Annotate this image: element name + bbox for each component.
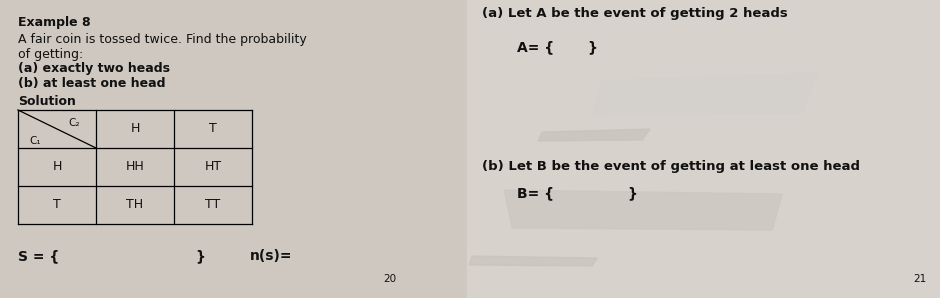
Text: H: H: [131, 122, 140, 136]
Text: (b) Let B be the event of getting at least one head: (b) Let B be the event of getting at lea…: [482, 160, 860, 173]
Text: TT: TT: [205, 198, 221, 212]
Polygon shape: [504, 190, 782, 230]
Text: H: H: [53, 161, 62, 173]
Text: A fair coin is tossed twice. Find the probability: A fair coin is tossed twice. Find the pr…: [18, 33, 306, 46]
Polygon shape: [539, 129, 650, 141]
Text: n(s)=: n(s)=: [250, 249, 292, 263]
Text: (a) Let A be the event of getting 2 heads: (a) Let A be the event of getting 2 head…: [482, 7, 788, 20]
Text: }: }: [588, 40, 597, 54]
Bar: [0, 0, 467, 298]
Text: }: }: [627, 186, 637, 200]
Text: (a) exactly two heads: (a) exactly two heads: [18, 62, 170, 75]
Text: T: T: [209, 122, 217, 136]
Text: 20: 20: [384, 274, 397, 284]
Text: HT: HT: [204, 161, 222, 173]
Text: }: }: [195, 249, 205, 263]
Text: TH: TH: [127, 198, 144, 212]
Polygon shape: [592, 73, 817, 115]
Text: A= {: A= {: [517, 40, 555, 54]
Text: C₂: C₂: [69, 118, 80, 128]
Text: HH: HH: [126, 161, 145, 173]
Text: of getting:: of getting:: [18, 48, 84, 61]
Text: S = {: S = {: [18, 249, 59, 263]
Text: (b) at least one head: (b) at least one head: [18, 77, 165, 90]
Text: 21: 21: [914, 274, 927, 284]
Text: Solution: Solution: [18, 95, 76, 108]
Bar: [467, 0, 940, 298]
Text: Example 8: Example 8: [18, 16, 90, 29]
Text: T: T: [54, 198, 61, 212]
Text: C₁: C₁: [29, 136, 41, 146]
Text: B= {: B= {: [517, 186, 555, 200]
Polygon shape: [469, 256, 597, 266]
